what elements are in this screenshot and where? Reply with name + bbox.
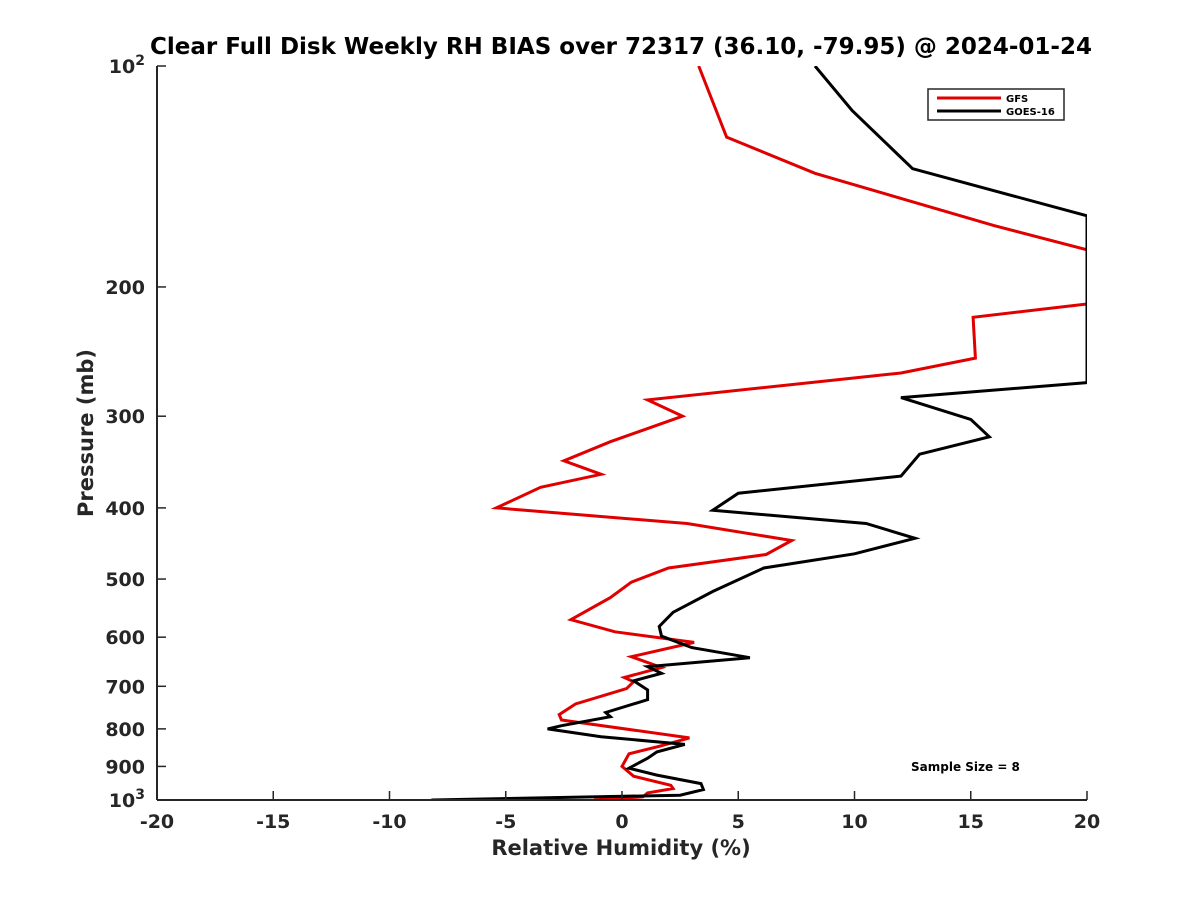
y-tick-label: 700 xyxy=(105,676,145,698)
y-tick-label: 103 xyxy=(109,787,145,812)
chart-title: Clear Full Disk Weekly RH BIAS over 7231… xyxy=(150,34,1092,60)
x-axis-label: Relative Humidity (%) xyxy=(491,836,750,860)
series-line-goes16 xyxy=(431,66,1087,800)
y-tick-label: 200 xyxy=(105,277,145,299)
legend: GFS GOES-16 xyxy=(927,88,1065,121)
series-line-gfs xyxy=(490,66,1087,800)
x-tick-label: 10 xyxy=(841,811,867,833)
y-tick-label: 300 xyxy=(105,406,145,428)
series-layer xyxy=(431,66,1087,800)
legend-gfs-label: GFS xyxy=(1006,94,1028,105)
y-tick-label: 400 xyxy=(105,498,145,520)
x-tick-label: 15 xyxy=(958,811,984,833)
y-tick-label: 102 xyxy=(109,53,145,78)
sample-size-annotation: Sample Size = 8 xyxy=(911,760,1020,774)
legend-box xyxy=(927,88,1065,121)
y-tick-label: 500 xyxy=(105,569,145,591)
x-tick-label: -5 xyxy=(495,811,516,833)
x-tick-label: 5 xyxy=(732,811,745,833)
legend-goes16-label: GOES-16 xyxy=(1006,107,1055,118)
y-axis-label: Pressure (mb) xyxy=(74,349,98,517)
x-tick-label: -15 xyxy=(256,811,290,833)
y-tick-label: 800 xyxy=(105,719,145,741)
x-axis-ticks: -20 -15 -10 -5 0 5 10 15 20 xyxy=(140,791,1100,833)
x-tick-label: 0 xyxy=(615,811,628,833)
x-tick-label: -20 xyxy=(140,811,174,833)
y-tick-label: 900 xyxy=(105,756,145,778)
x-tick-label: 20 xyxy=(1074,811,1100,833)
y-tick-label: 600 xyxy=(105,627,145,649)
x-tick-label: -10 xyxy=(372,811,406,833)
y-axis-ticks: 102 200 300 400 500 600 700 800 900 103 xyxy=(105,53,166,812)
